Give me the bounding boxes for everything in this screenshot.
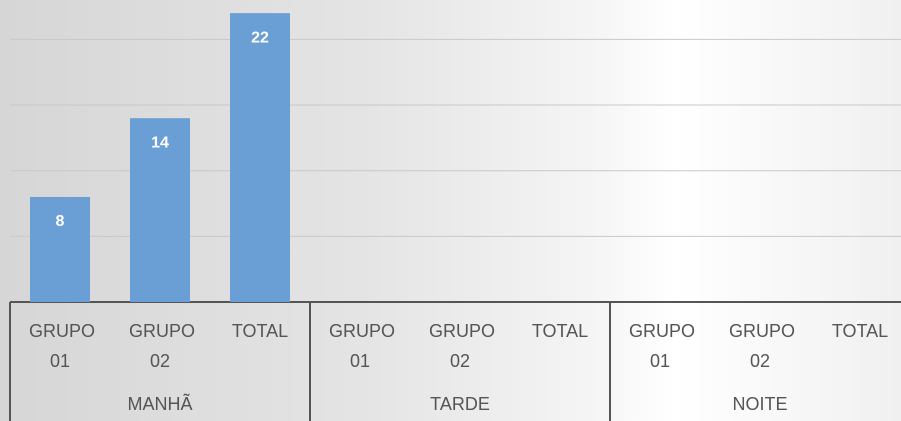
group-label: MANHÃ <box>127 394 193 414</box>
x-tick-label: GRUPO 02 <box>429 321 496 371</box>
x-tick-label: TOTAL <box>831 321 889 341</box>
x-tick-label: GRUPO 02 <box>129 321 196 371</box>
bar <box>130 118 190 302</box>
x-tick-label: GRUPO 01 <box>29 321 96 371</box>
group-label: NOITE <box>732 394 788 414</box>
x-tick-label: GRUPO 01 <box>629 321 696 371</box>
x-tick-label: GRUPO 01 <box>329 321 396 371</box>
group-label: TARDE <box>430 394 490 414</box>
x-tick-label: TOTAL <box>531 321 589 341</box>
data-label: 0 <box>656 318 665 335</box>
bar <box>30 196 90 302</box>
bar <box>230 13 290 303</box>
x-tick-label: GRUPO 02 <box>729 321 796 371</box>
data-label: 0 <box>756 318 765 335</box>
data-label: 8 <box>56 213 65 230</box>
data-label: 22 <box>251 29 269 46</box>
data-label: 0 <box>856 318 865 335</box>
data-label: 14 <box>151 134 169 151</box>
x-tick-label: TOTAL <box>231 321 289 341</box>
